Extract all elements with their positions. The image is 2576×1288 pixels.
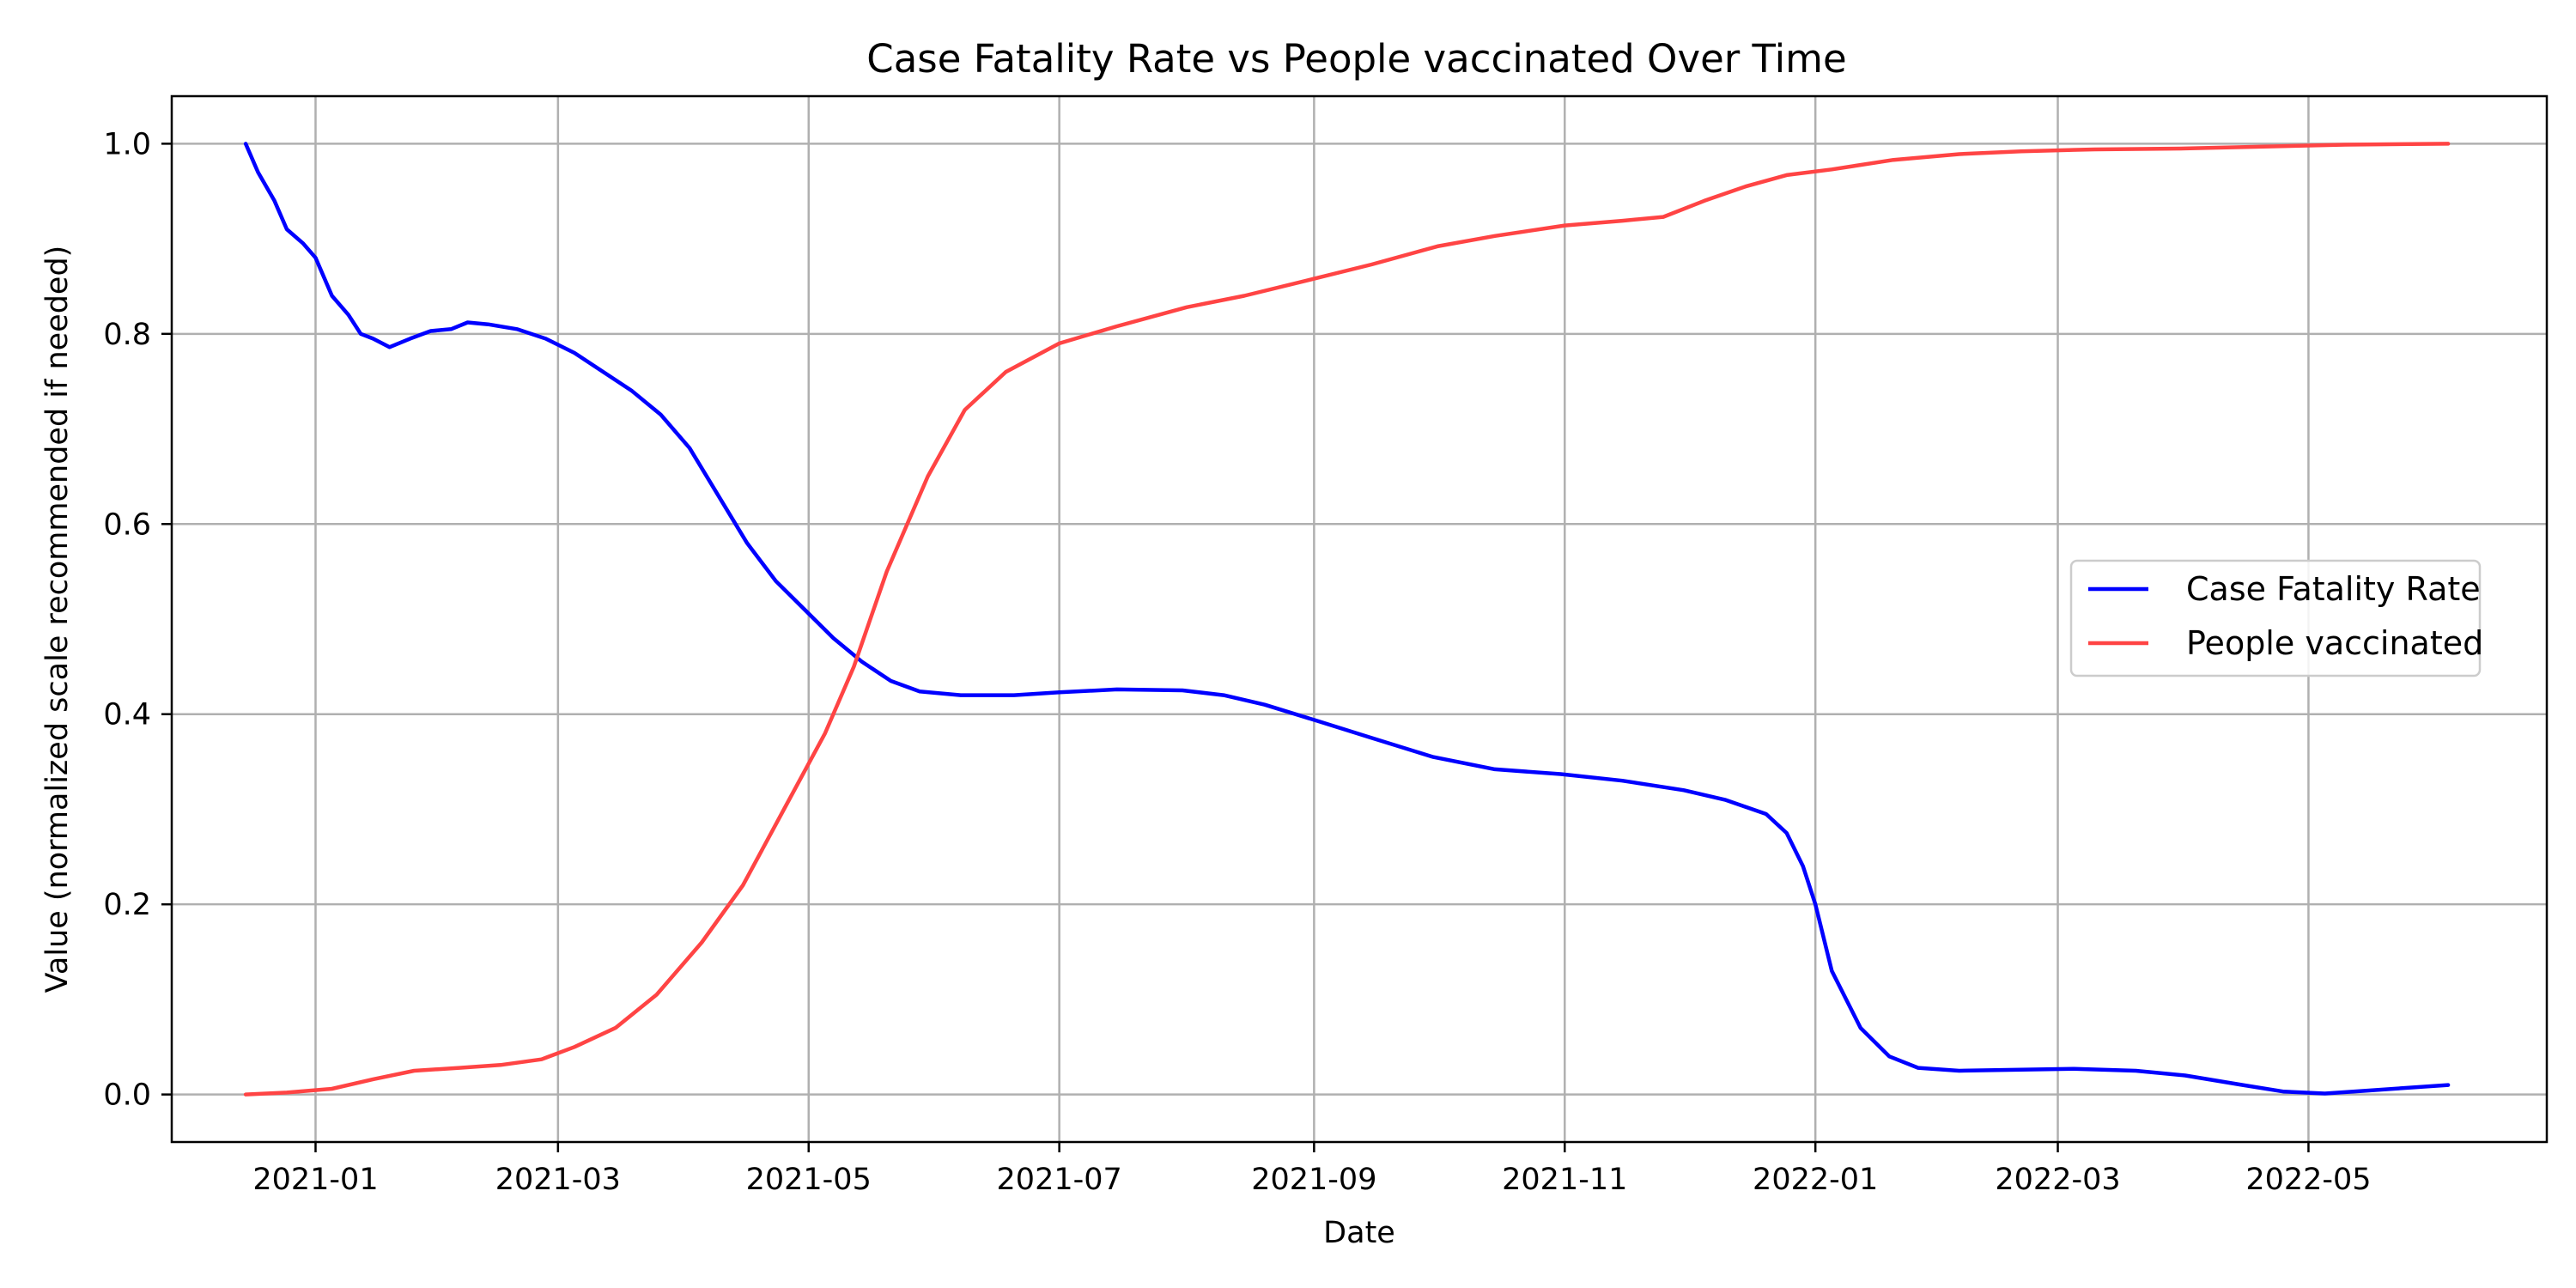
legend-label-case-fatality-rate: Case Fatality Rate <box>2186 570 2481 608</box>
x-tick-label: 2021-01 <box>252 1163 378 1197</box>
x-tick-label: 2021-03 <box>495 1163 621 1197</box>
series-line-case-fatality-rate <box>243 142 2451 1096</box>
y-axis: 0.0 0.2 0.4 0.6 0.8 1.0 <box>103 127 172 1113</box>
legend-label-people-vaccinated: People vaccinated <box>2186 624 2483 662</box>
x-axis: 2021-01 2021-03 2021-05 2021-07 2021-09 2021-… <box>252 1142 2372 1197</box>
y-tick-label: 0.8 <box>103 318 151 352</box>
legend: Case Fatality Rate People vaccinated <box>2069 559 2483 677</box>
grid <box>172 96 2547 1142</box>
y-tick-label: 0.2 <box>103 888 151 922</box>
y-tick-label: 0.4 <box>103 698 151 732</box>
plot-frame <box>170 94 2549 1144</box>
x-tick-label: 2022-03 <box>1995 1163 2120 1197</box>
y-tick-label: 1.0 <box>103 127 151 161</box>
x-tick-label: 2022-05 <box>2245 1163 2371 1197</box>
x-axis-label: Date <box>1323 1216 1395 1250</box>
legend-box <box>2069 559 2482 677</box>
y-tick-label: 0.6 <box>103 507 151 542</box>
y-tick-label: 0.0 <box>103 1078 151 1113</box>
x-tick-label: 2021-05 <box>746 1163 872 1197</box>
series-layer <box>243 142 2451 1097</box>
chart-title: Case Fatality Rate vs People vaccinated … <box>866 36 1846 82</box>
x-tick-label: 2022-01 <box>1753 1163 1878 1197</box>
x-tick-label: 2021-09 <box>1251 1163 1376 1197</box>
y-axis-label: Value (normalized scale recommended if n… <box>40 246 75 993</box>
series-line-people-vaccinated <box>243 142 2451 1097</box>
x-tick-label: 2021-07 <box>997 1163 1122 1197</box>
x-tick-label: 2021-11 <box>1502 1163 1627 1197</box>
